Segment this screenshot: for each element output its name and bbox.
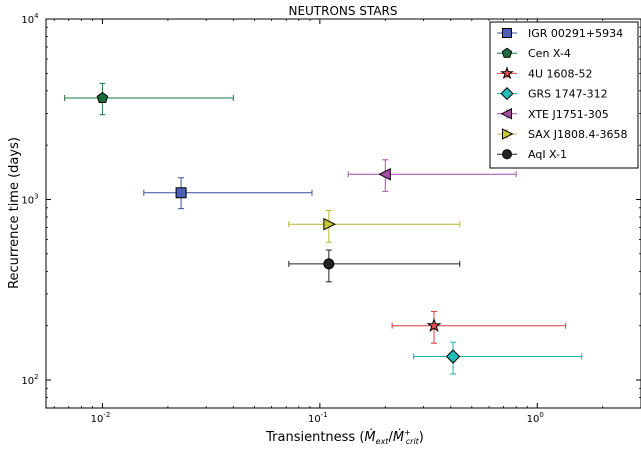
y-axis-label: Recurrence time (days): [7, 137, 22, 289]
legend-entry-7: AqI X-1: [497, 148, 567, 161]
legend: IGR 00291+5934 Cen X-4 4U 1608-52 GRS 1747-…: [489, 21, 639, 169]
legend-entry-4: GRS 1747-312: [497, 87, 608, 101]
x-axis-label: Transientness (Ṁext/Ṁ+ crit): [265, 428, 424, 446]
data-point-3: [391, 310, 567, 344]
legend-label: AqI X-1: [528, 148, 567, 161]
data-point-2: [64, 82, 234, 116]
x-axis-label-mdot2: Ṁ: [393, 429, 404, 445]
x-tick-label: 100: [527, 411, 544, 425]
x-axis-label-mdot1: Ṁ: [364, 429, 375, 445]
x-axis-label-close: ): [419, 430, 424, 445]
point-marker: [445, 349, 461, 364]
legend-entry-2: Cen X-4: [497, 47, 571, 60]
legend-entry-5: XTE J1751-305: [497, 108, 609, 121]
legend-entry-3: 4U 1608-52: [497, 66, 593, 80]
x-tick-label: 10-1: [308, 411, 328, 425]
legend-label: 4U 1608-52: [528, 67, 593, 80]
point-marker: [426, 317, 442, 332]
point-marker: [175, 187, 187, 199]
legend-entry-6: SAX J1808.4-3658: [497, 128, 627, 141]
point-marker: [323, 258, 335, 270]
legend-marker: [501, 47, 513, 58]
x-axis-label-sub2: crit: [406, 437, 420, 446]
legend-marker: [500, 87, 514, 101]
legend-marker: [502, 28, 512, 38]
legend-marker: [500, 66, 514, 80]
point-marker: [96, 91, 109, 103]
data-marks: [64, 82, 583, 375]
x-axis: 10-2 10-1 100: [53, 19, 604, 425]
y-tick-label: 103: [21, 193, 38, 207]
x-tick-label: 10-2: [91, 411, 111, 425]
legend-label: SAX J1808.4-3658: [528, 128, 627, 141]
legend-label: GRS 1747-312: [528, 88, 608, 101]
point-marker: [378, 167, 391, 181]
y-tick-label: 104: [21, 12, 39, 26]
y-axis: 102 103 104: [21, 12, 641, 398]
legend-label: IGR 00291+5934: [528, 27, 623, 40]
legend-marker: [502, 128, 514, 140]
legend-marker: [500, 108, 512, 120]
point-marker: [323, 217, 336, 231]
chart-title: NEUTRONS STARS: [288, 4, 397, 18]
legend-label: XTE J1751-305: [528, 108, 609, 121]
legend-entry-1: IGR 00291+5934: [497, 27, 623, 40]
data-point-5: [347, 159, 517, 192]
y-tick-label: 102: [21, 373, 38, 387]
data-point-1: [143, 177, 313, 210]
legend-box: [489, 21, 639, 169]
x-axis-label-text: Transientness (: [265, 430, 364, 445]
data-point-7: [288, 249, 461, 283]
x-axis-label-sub1: ext: [376, 437, 390, 446]
x-axis-label-sep: /: [388, 430, 393, 445]
x-axis-label-sup2: +: [404, 428, 411, 437]
data-point-4: [413, 341, 583, 375]
legend-label: Cen X-4: [528, 47, 571, 60]
legend-marker: [502, 149, 512, 160]
data-point-6: [288, 209, 461, 243]
